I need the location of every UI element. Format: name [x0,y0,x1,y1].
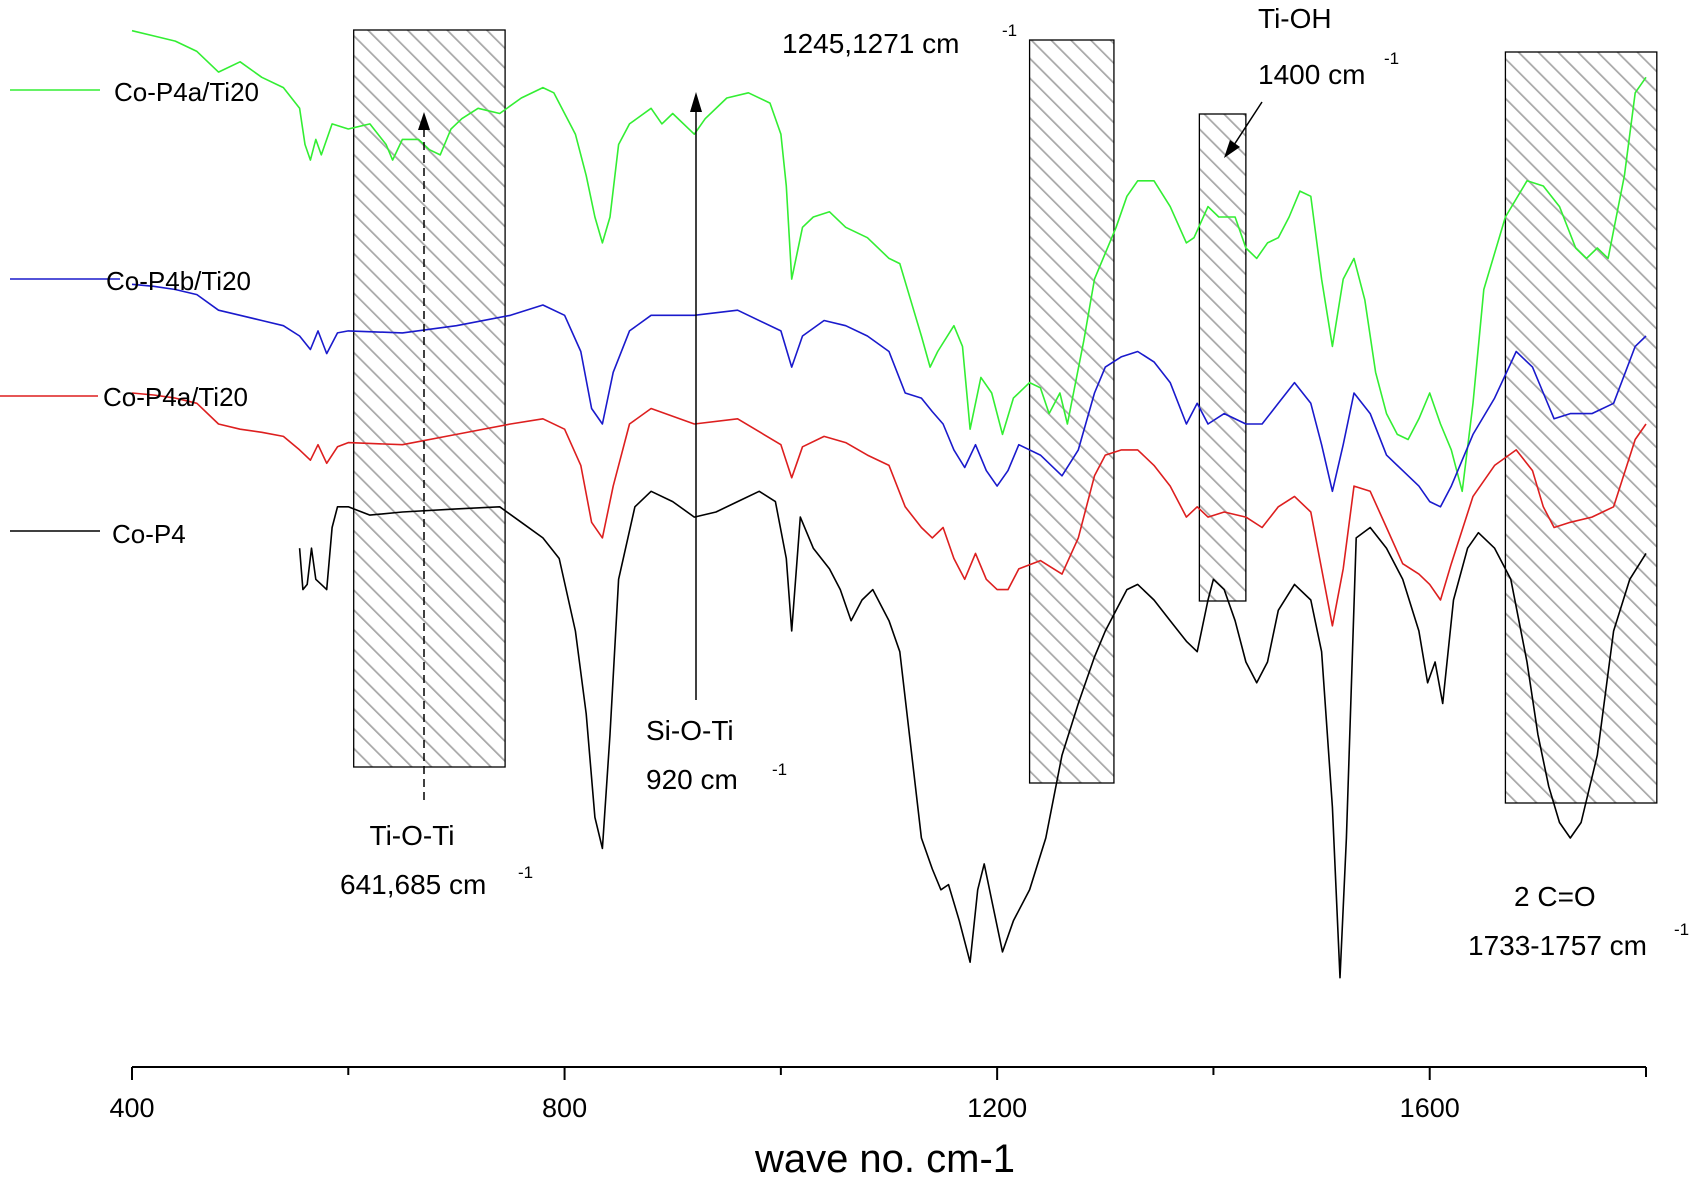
x-axis-ticks: 400 800 1200 1600 [109,1067,1647,1123]
c-o-value: 1733-1757 cm [1468,930,1647,961]
spectra-series [131,29,1647,979]
legend-label-red: Co-P4a/Ti20 [103,382,248,412]
highlight-band-4 [1504,51,1658,804]
annotations: Ti-O-Ti 641,685 cm -1 Si-O-Ti 920 cm -1 … [340,3,1689,961]
si-o-ti-sup: -1 [772,760,787,779]
ti-o-ti-label: Ti-O-Ti [370,820,455,851]
legend-label-black: Co-P4 [112,519,186,549]
ti-oh-value: 1400 cm [1258,59,1365,90]
series-co-p4a-ti20-green [131,29,1647,493]
ti-oh-sup: -1 [1384,49,1399,68]
legend-label-blue: Co-P4b/Ti20 [106,266,251,296]
x-tick-label-1200: 1200 [967,1093,1027,1123]
si-o-ti-label: Si-O-Ti [646,715,734,746]
ti-oh-arrow-head [1224,140,1240,158]
x-tick-label-400: 400 [109,1093,154,1123]
x-tick-label-800: 800 [542,1093,587,1123]
highlight-band-1 [353,29,506,768]
series-co-p4a-ti20-red [131,392,1647,627]
highlight-band-3 [1198,113,1247,602]
legend: Co-P4a/Ti20 Co-P4b/Ti20 Co-P4a/Ti20 Co-P… [0,77,259,549]
x-axis: 400 800 1200 1600 wave no. cm-1 [109,1066,1647,1181]
x-axis-title: wave no. cm-1 [754,1137,1015,1181]
si-o-ti-value: 920 cm [646,764,738,795]
ti-oh-arrow-line [1231,101,1263,149]
ti-o-ti-value: 641,685 cm [340,869,486,900]
legend-label-green: Co-P4a/Ti20 [114,77,259,107]
series-co-p4-black [298,490,1647,979]
highlight-bands [353,29,1658,804]
peak-1245-value: 1245,1271 cm [782,28,959,59]
si-o-ti-arrow-head [690,92,702,112]
c-o-sup: -1 [1674,920,1689,939]
series-co-p4b-ti20-blue [131,283,1647,508]
ti-o-ti-arrow-head [418,112,430,130]
ti-o-ti-sup: -1 [518,863,533,882]
highlight-band-2 [1028,39,1115,784]
ti-oh-label: Ti-OH [1258,3,1332,34]
c-o-label: 2 C=O [1514,881,1596,912]
x-tick-label-1600: 1600 [1400,1093,1460,1123]
peak-1245-sup: -1 [1002,21,1017,40]
